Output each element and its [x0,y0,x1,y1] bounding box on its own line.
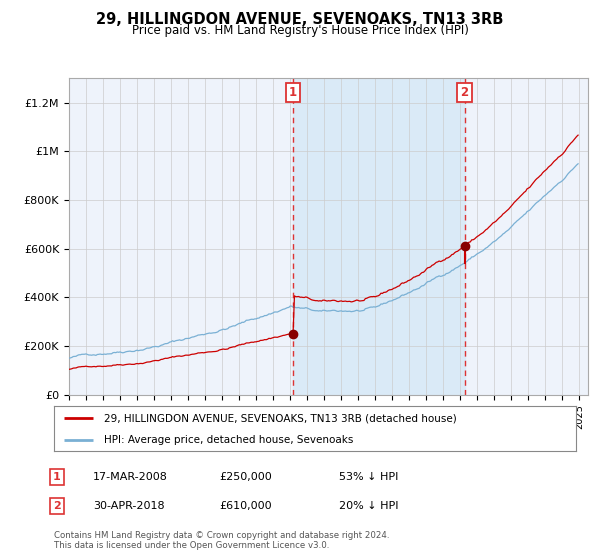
Bar [293,78,464,395]
Text: 1: 1 [53,472,61,482]
Text: Contains HM Land Registry data © Crown copyright and database right 2024.
This d: Contains HM Land Registry data © Crown c… [54,531,389,550]
Text: 2: 2 [461,86,469,99]
Text: £250,000: £250,000 [219,472,272,482]
Text: 53% ↓ HPI: 53% ↓ HPI [339,472,398,482]
Text: 20% ↓ HPI: 20% ↓ HPI [339,501,398,511]
Text: £610,000: £610,000 [219,501,272,511]
Text: 2: 2 [53,501,61,511]
Text: Price paid vs. HM Land Registry's House Price Index (HPI): Price paid vs. HM Land Registry's House … [131,24,469,36]
Text: HPI: Average price, detached house, Sevenoaks: HPI: Average price, detached house, Seve… [104,435,353,445]
Text: 1: 1 [289,86,297,99]
Text: 29, HILLINGDON AVENUE, SEVENOAKS, TN13 3RB (detached house): 29, HILLINGDON AVENUE, SEVENOAKS, TN13 3… [104,413,457,423]
Text: 17-MAR-2008: 17-MAR-2008 [93,472,168,482]
Text: 30-APR-2018: 30-APR-2018 [93,501,164,511]
Text: 29, HILLINGDON AVENUE, SEVENOAKS, TN13 3RB: 29, HILLINGDON AVENUE, SEVENOAKS, TN13 3… [97,12,503,27]
